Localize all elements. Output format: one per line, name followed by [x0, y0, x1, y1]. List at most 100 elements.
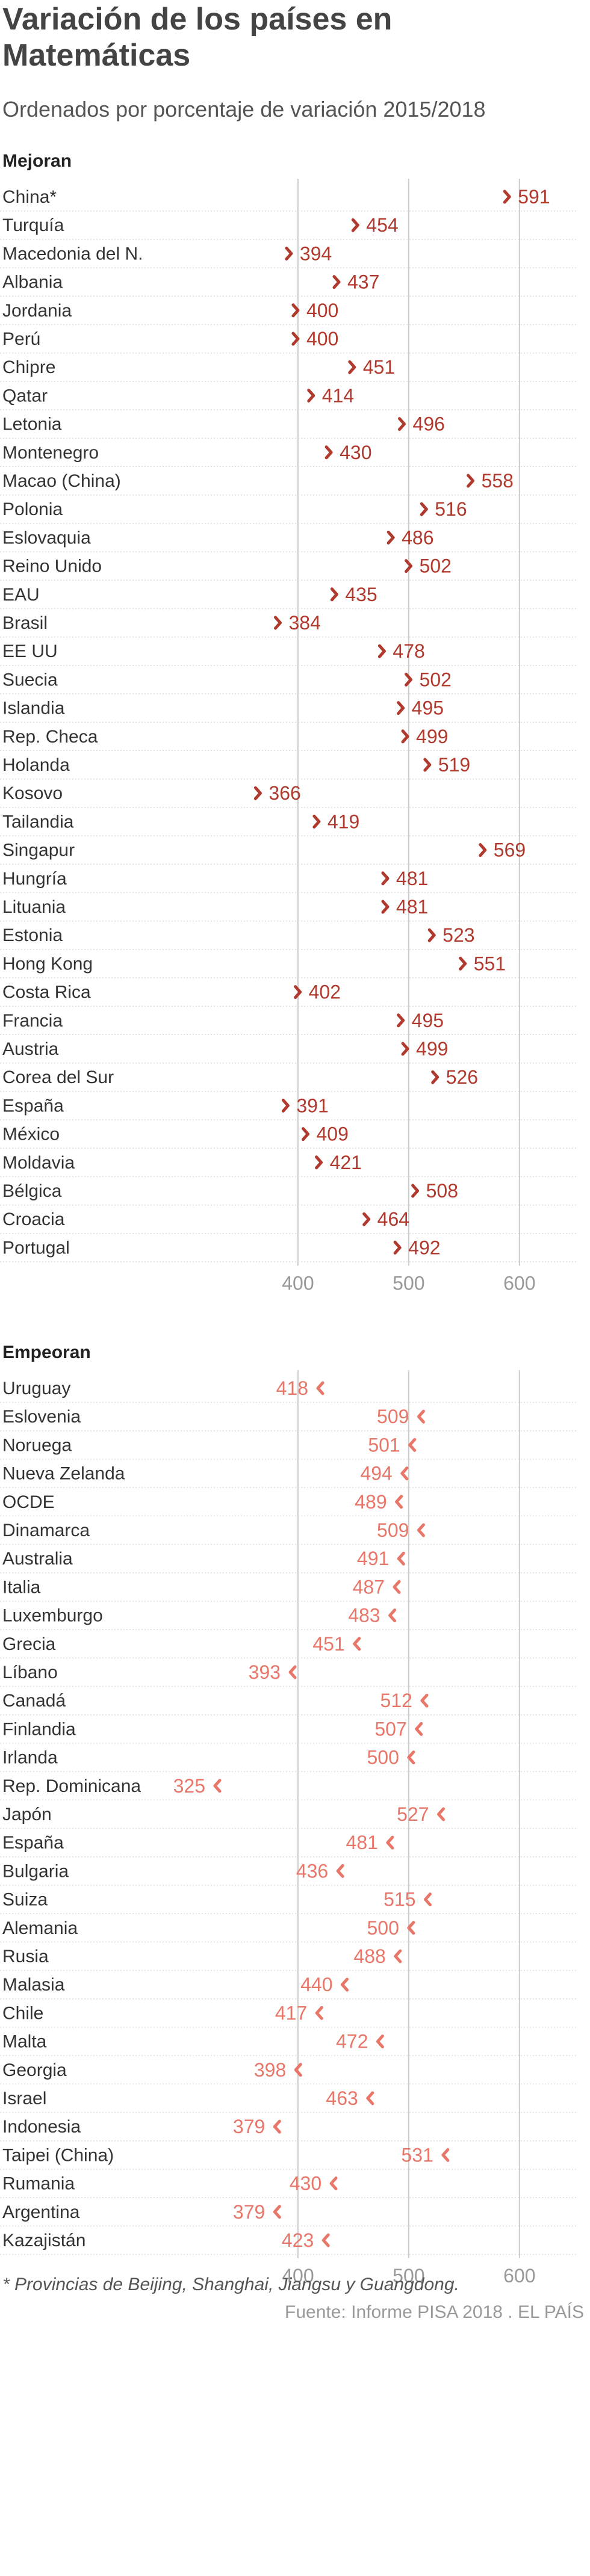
country-label: Holanda	[2, 755, 70, 775]
axis-tick-label: 400	[282, 1272, 314, 1294]
axis-tick-label: 500	[393, 2265, 424, 2287]
data-point-up	[377, 644, 386, 658]
value-label: 483	[348, 1605, 380, 1626]
value-label: 454	[366, 214, 398, 236]
country-label: Argentina	[2, 2202, 80, 2222]
data-point-down	[353, 1637, 361, 1651]
country-label: Polonia	[2, 499, 63, 519]
country-label: Israel	[2, 2089, 46, 2108]
country-label: Malasia	[2, 1975, 65, 1995]
country-label: Letonia	[2, 415, 62, 434]
value-label: 591	[518, 186, 550, 208]
country-label: Singapur	[2, 841, 75, 860]
chart-subtitle: Ordenados por porcentaje de variación 20…	[2, 97, 486, 122]
value-label: 398	[254, 2059, 286, 2081]
country-label: España	[2, 1096, 64, 1116]
value-label: 488	[353, 1945, 385, 1967]
data-point-down	[408, 1438, 417, 1452]
country-label: Rusia	[2, 1947, 49, 1966]
chart-source: Fuente: Informe PISA 2018 . EL PAÍS	[285, 2302, 584, 2322]
data-point-down	[315, 2006, 323, 2020]
country-label: Brasil	[2, 613, 48, 633]
data-point-up	[324, 445, 333, 460]
data-point-up	[274, 616, 282, 630]
data-point-up	[291, 303, 300, 318]
data-point-down	[417, 1409, 425, 1424]
data-point-up	[307, 388, 315, 403]
value-label: 437	[347, 271, 379, 293]
data-point-down	[394, 1949, 402, 1963]
value-label: 379	[233, 2116, 265, 2137]
data-point-up	[387, 530, 395, 545]
data-point-up	[503, 190, 511, 204]
data-point-down	[407, 1750, 415, 1765]
value-label: 507	[374, 1718, 406, 1740]
country-label: Indonesia	[2, 2117, 81, 2137]
section-label-empeoran: Empeoran	[2, 1342, 91, 1362]
data-point-down	[366, 2091, 374, 2105]
country-label: Moldavia	[2, 1153, 75, 1173]
value-label: 509	[377, 1519, 409, 1541]
value-label: 499	[416, 726, 448, 747]
country-label: Georgia	[2, 2060, 67, 2080]
data-point-down	[437, 1807, 446, 1821]
data-point-down	[321, 2233, 330, 2247]
data-point-up	[381, 871, 390, 886]
value-label: 409	[316, 1123, 348, 1145]
country-label: Japón	[2, 1805, 52, 1824]
value-label: 478	[393, 640, 424, 662]
country-label: Bulgaria	[2, 1861, 69, 1881]
country-label: Malta	[2, 2032, 47, 2052]
data-point-up	[423, 758, 432, 772]
data-point-up	[459, 956, 467, 971]
chart-footnote: * Provincias de Beijing, Shanghai, Jiang…	[2, 2275, 459, 2294]
arrow-dot-chart: Mejoran China* 591 Turquía 454 Macedonia del …	[0, 151, 578, 2287]
axis-tick-label: 600	[503, 2265, 535, 2287]
country-label: Suecia	[2, 670, 58, 690]
country-label: EE UU	[2, 641, 58, 661]
data-point-up	[332, 275, 341, 289]
country-label: Francia	[2, 1011, 63, 1031]
value-label: 393	[249, 1661, 281, 1683]
country-label: Austria	[2, 1039, 59, 1059]
country-label: EAU	[2, 585, 40, 605]
data-point-down	[388, 1608, 397, 1623]
country-label: Bélgica	[2, 1181, 62, 1201]
country-label: Líbano	[2, 1663, 58, 1682]
country-label: Corea del Sur	[2, 1067, 114, 1087]
country-label: Chile	[2, 2003, 43, 2023]
data-point-up	[312, 814, 321, 829]
country-label: Canadá	[2, 1691, 66, 1711]
value-label: 516	[435, 498, 467, 520]
value-label: 558	[482, 470, 514, 492]
value-label: 519	[438, 754, 470, 776]
value-label: 499	[416, 1038, 448, 1060]
country-label: Uruguay	[2, 1379, 70, 1398]
value-label: 379	[233, 2201, 265, 2223]
value-label: 436	[296, 1860, 328, 1882]
value-label: 508	[426, 1180, 458, 1202]
data-point-up	[405, 559, 413, 573]
data-point-down	[397, 1551, 405, 1566]
value-label: 463	[326, 2087, 358, 2109]
value-label: 500	[367, 1917, 399, 1939]
data-point-up	[351, 218, 359, 232]
country-label: Taipei (China)	[2, 2145, 114, 2165]
value-label: 551	[474, 953, 506, 974]
country-label: Kazajistán	[2, 2231, 85, 2250]
value-label: 464	[377, 1208, 409, 1230]
country-label: Kosovo	[2, 783, 63, 803]
data-point-up	[301, 1127, 309, 1141]
country-label: Albania	[2, 273, 63, 292]
data-point-down	[273, 2205, 281, 2219]
value-label: 531	[402, 2144, 433, 2166]
value-label: 486	[402, 527, 433, 548]
data-point-down	[423, 1892, 432, 1907]
data-point-up	[393, 1240, 402, 1255]
data-point-up	[285, 246, 293, 261]
value-label: 400	[306, 328, 338, 350]
country-label: España	[2, 1833, 64, 1853]
value-label: 419	[328, 811, 359, 832]
country-label: Islandia	[2, 699, 65, 718]
data-point-up	[291, 332, 300, 346]
